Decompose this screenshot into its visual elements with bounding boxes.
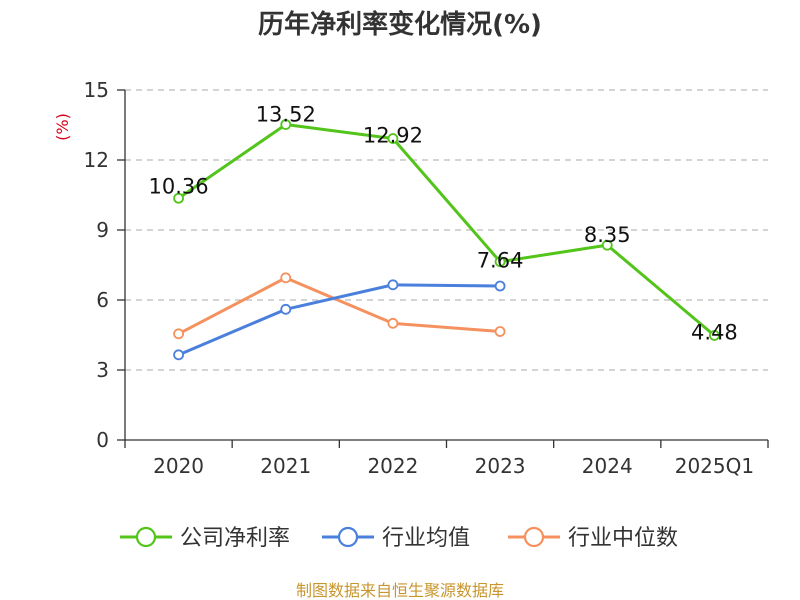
- y-tick-label: 3: [96, 358, 109, 382]
- data-point[interactable]: [280, 272, 292, 284]
- legend[interactable]: 公司净利率 行业均值 行业中位数: [120, 526, 678, 551]
- legend-marker: [523, 526, 545, 548]
- legend-item[interactable]: 公司净利率: [120, 526, 290, 551]
- data-point[interactable]: [280, 303, 292, 315]
- source-footer: 制图数据来自恒生聚源数据库: [296, 581, 504, 600]
- legend-item[interactable]: 行业中位数: [508, 526, 678, 551]
- data-point[interactable]: [387, 279, 399, 291]
- legend-label: 行业均值: [382, 526, 470, 551]
- legend-label: 公司净利率: [180, 526, 290, 551]
- legend-item[interactable]: 行业均值: [322, 526, 470, 551]
- series-line: [177, 283, 501, 357]
- x-tick-label: 2021: [260, 454, 311, 478]
- data-label: 8.35: [584, 223, 631, 247]
- legend-label: 行业中位数: [568, 526, 678, 551]
- data-point[interactable]: [494, 256, 506, 268]
- y-tick-label: 15: [84, 78, 109, 102]
- data-point[interactable]: [173, 349, 184, 361]
- y-tick-label: 6: [96, 288, 109, 312]
- y-tick-label: 12: [84, 148, 109, 172]
- data-point[interactable]: [173, 192, 184, 204]
- chart-title: 历年净利率变化情况(%): [258, 9, 542, 40]
- data-label: 4.48: [691, 320, 738, 344]
- x-tick-label: 2023: [475, 454, 526, 478]
- data-label: 13.52: [256, 103, 316, 127]
- data-point[interactable]: [173, 328, 184, 340]
- series-lines: [173, 119, 720, 361]
- data-label: 10.36: [149, 174, 209, 198]
- data-point[interactable]: [280, 119, 292, 130]
- data-point[interactable]: [494, 326, 506, 337]
- axes: 0 3 6 9 12 15 2020 2021 2022 2023 2024 2025Q1: [84, 78, 769, 478]
- data-point[interactable]: [601, 239, 613, 251]
- data-labels: 10.36 13.52 12.92 7.64 8.35 4.48: [149, 103, 738, 345]
- data-point[interactable]: [494, 280, 506, 292]
- legend-marker: [135, 526, 157, 548]
- x-tick-label: 2020: [153, 454, 204, 478]
- series-line: [177, 276, 501, 336]
- x-tick-label: 2022: [367, 454, 418, 478]
- data-point[interactable]: [387, 133, 399, 144]
- data-label: 7.64: [477, 249, 524, 273]
- data-point[interactable]: [709, 330, 720, 341]
- series-line: [177, 123, 716, 337]
- y-tick-label: 9: [96, 218, 109, 242]
- grid-lines: [125, 89, 768, 371]
- y-axis-label: (%): [53, 113, 72, 141]
- data-point[interactable]: [387, 317, 399, 329]
- y-tick-label: 0: [96, 428, 109, 452]
- data-label: 12.92: [363, 124, 423, 148]
- legend-marker: [337, 526, 359, 548]
- x-tick-label: 2025Q1: [675, 454, 754, 478]
- x-tick-label: 2024: [582, 454, 633, 478]
